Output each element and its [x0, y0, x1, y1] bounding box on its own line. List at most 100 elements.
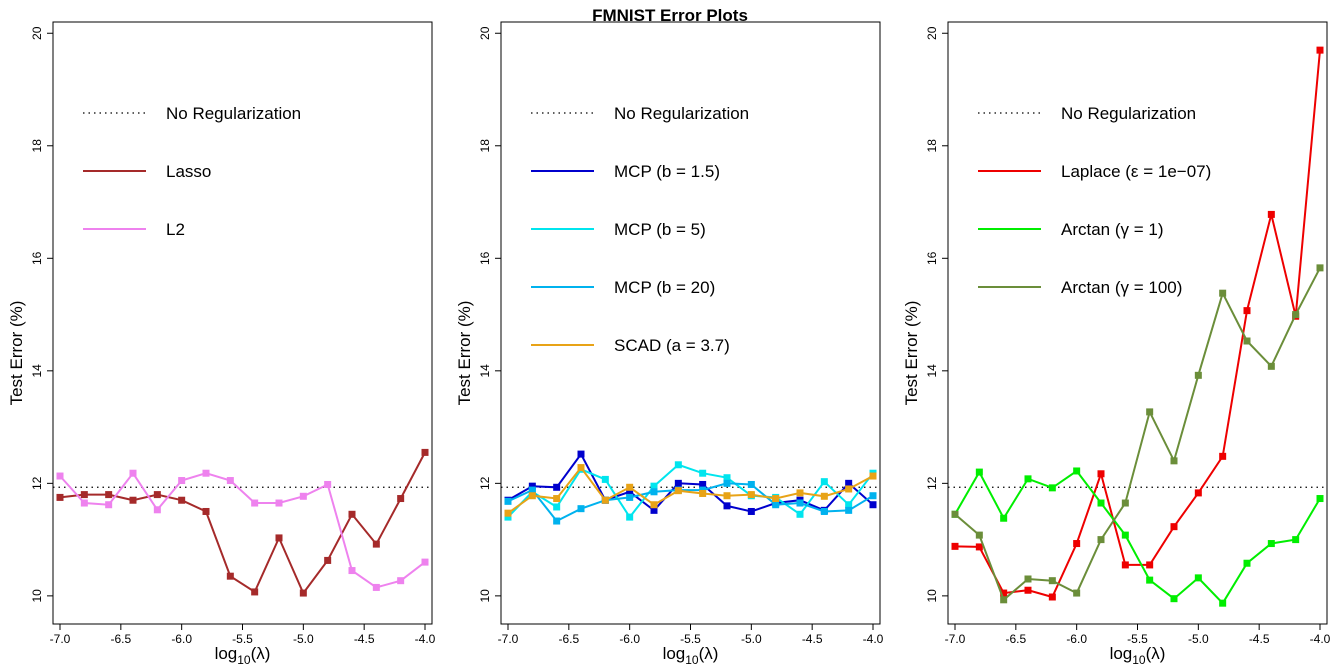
- chart-title: FMNIST Error Plots: [592, 6, 748, 25]
- data-point: [56, 493, 64, 501]
- x-tick-label: -7.0: [498, 632, 519, 646]
- data-point: [553, 483, 561, 491]
- legend-label: MCP (b = 1.5): [614, 162, 720, 181]
- data-point: [626, 483, 634, 491]
- data-point: [105, 491, 113, 499]
- data-point: [975, 543, 983, 551]
- data-point: [601, 496, 609, 504]
- data-point: [528, 482, 536, 490]
- data-point: [1316, 264, 1324, 272]
- data-point: [975, 468, 983, 476]
- data-point: [674, 487, 682, 495]
- data-point: [1121, 531, 1129, 539]
- x-tick-label: -6.5: [110, 632, 131, 646]
- data-point: [80, 499, 88, 507]
- data-point: [772, 501, 780, 509]
- data-point: [1000, 589, 1008, 597]
- x-axis-label-subscript: 10: [685, 653, 699, 666]
- series-line-2: [507, 463, 874, 519]
- data-point: [178, 477, 186, 485]
- data-point: [723, 502, 731, 510]
- x-tick-label: -6.0: [171, 632, 192, 646]
- data-point: [975, 531, 983, 539]
- y-tick-label: 14: [925, 364, 939, 378]
- data-point: [129, 469, 137, 477]
- data-point: [845, 506, 853, 514]
- data-point: [1097, 470, 1105, 478]
- series-line-2: [954, 469, 1321, 605]
- data-point: [348, 510, 356, 518]
- y-axis-label: Test Error (%): [455, 301, 474, 406]
- data-point: [723, 492, 731, 500]
- data-point: [601, 475, 609, 483]
- data-point: [1121, 499, 1129, 507]
- data-point: [699, 469, 707, 477]
- y-tick-label: 18: [478, 139, 492, 153]
- data-point: [747, 480, 755, 488]
- data-point: [869, 492, 877, 500]
- x-tick-label: -5.5: [232, 632, 253, 646]
- y-tick-label: 18: [925, 139, 939, 153]
- data-point: [747, 507, 755, 515]
- series-line-4: [507, 465, 874, 515]
- data-point: [1243, 337, 1251, 345]
- data-point: [699, 489, 707, 497]
- data-point: [626, 493, 634, 501]
- y-tick-label: 18: [30, 139, 44, 153]
- legend-label: Laplace (ε = 1e−07): [1061, 162, 1211, 181]
- y-tick-label: 12: [30, 476, 44, 490]
- y-tick-label: 14: [478, 364, 492, 378]
- data-point: [80, 491, 88, 499]
- panels: -7.0 -6.5 -6.0 -5.5 -5.0 -4.5 -4.0 10 12 14 16 18 20…: [7, 21, 1331, 667]
- data-point: [251, 499, 259, 507]
- data-point: [153, 491, 161, 499]
- data-point: [674, 479, 682, 487]
- data-point: [1194, 371, 1202, 379]
- x-tick-label: -5.5: [680, 632, 701, 646]
- data-point: [1316, 46, 1324, 54]
- data-point: [1243, 559, 1251, 567]
- y-tick-label: 12: [925, 476, 939, 490]
- data-point: [1170, 523, 1178, 531]
- chart-panel-2: -7.0 -6.5 -6.0 -5.5 -5.0 -4.5 -4.0 10 12 14 16 18 20…: [455, 21, 884, 667]
- data-point: [845, 485, 853, 493]
- x-tick-label: -6.0: [619, 632, 640, 646]
- data-point: [1048, 593, 1056, 601]
- data-point: [1097, 536, 1105, 544]
- data-point: [1073, 467, 1081, 475]
- x-tick-label: -4.5: [1249, 632, 1270, 646]
- data-point: [202, 507, 210, 515]
- data-point: [553, 517, 561, 525]
- x-axis-label-subscript: 10: [1132, 653, 1146, 666]
- x-axis-label-arg: (λ): [251, 644, 271, 663]
- y-tick-label: 14: [30, 364, 44, 378]
- data-point: [626, 488, 634, 496]
- y-tick-label: 10: [478, 589, 492, 603]
- x-tick-label: -4.5: [802, 632, 823, 646]
- data-point: [723, 479, 731, 487]
- data-point: [1073, 589, 1081, 597]
- data-point: [528, 492, 536, 500]
- data-point: [723, 474, 731, 482]
- y-tick-label: 16: [30, 251, 44, 265]
- data-point: [845, 479, 853, 487]
- x-axis-label-base: log: [1110, 644, 1133, 663]
- x-tick-label: -5.0: [741, 632, 762, 646]
- series-line-1: [954, 50, 1321, 599]
- data-point: [820, 478, 828, 486]
- data-point: [772, 495, 780, 503]
- x-axis-label-base: log: [215, 644, 238, 663]
- legend-label: MCP (b = 5): [614, 220, 706, 239]
- data-point: [421, 448, 429, 456]
- data-point: [129, 496, 137, 504]
- chart-panel-1: -7.0 -6.5 -6.0 -5.5 -5.0 -4.5 -4.0 10 12 14 16 18 20…: [7, 21, 436, 667]
- x-tick-label: -7.0: [945, 632, 966, 646]
- x-tick-label: -4.0: [1310, 632, 1331, 646]
- legend-label: Arctan (γ = 1): [1061, 220, 1164, 239]
- legend: No Regularization Laplace (ε = 1e−07) Arct…: [978, 104, 1211, 297]
- data-point: [202, 469, 210, 477]
- legend: No Regularization MCP (b = 1.5) MCP (b = 5…: [531, 104, 749, 355]
- data-point: [372, 583, 380, 591]
- data-point: [1121, 561, 1129, 569]
- data-point: [845, 501, 853, 509]
